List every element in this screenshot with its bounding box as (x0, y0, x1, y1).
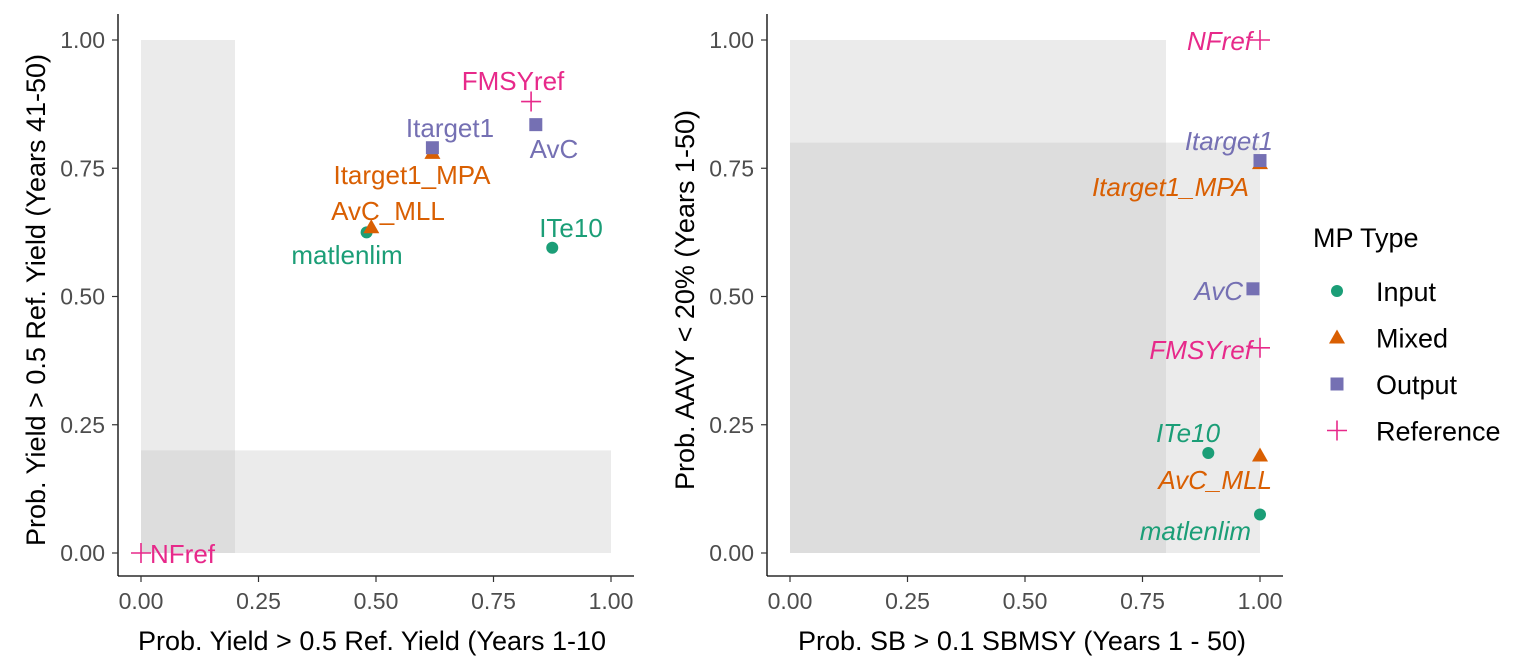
x-tick-label: 1.00 (1238, 588, 1283, 614)
point-itarget1 (425, 141, 439, 155)
legend-label-output: Output (1376, 370, 1458, 400)
label-itarget1-mpa: Itarget1_MPA (1092, 172, 1249, 202)
point-fmsyref (1250, 337, 1270, 358)
y-tick-label: 1.00 (709, 27, 754, 53)
point-nfref (1250, 30, 1270, 50)
x-axis-title: Prob. SB > 0.1 SBMSY (Years 1 - 50) (798, 626, 1246, 656)
shaded-region-1 (141, 450, 611, 553)
y-axis-title: Prob. Yield > 0.5 Ref. Yield (Years 41-5… (21, 54, 51, 546)
point-fmsyref (521, 91, 542, 112)
legend-key-output (1330, 377, 1344, 391)
y-tick-label: 1.00 (60, 27, 105, 53)
legend-label-input: Input (1376, 277, 1437, 307)
legend-title: MP Type (1313, 223, 1419, 253)
right-scatter-plot: 0.00 0.25 0.50 0.75 1.00 0.00 0.25 0.50 0.75 1.00… (670, 14, 1283, 656)
label-itarget1-mpa: Itarget1_MPA (333, 160, 491, 190)
label-nfref: NFref (150, 539, 216, 569)
shaded-region-1 (790, 142, 1260, 553)
x-tick-label: 0.50 (1003, 588, 1048, 614)
legend-key-reference (1327, 420, 1347, 441)
legend-label-mixed: Mixed (1376, 324, 1448, 354)
point-matlenlim (1254, 508, 1266, 521)
y-tick-label: 0.75 (60, 155, 105, 181)
label-fmsyref: FMSYref (1149, 335, 1254, 365)
label-avc: AvC (1192, 276, 1243, 306)
legend-key-mixed (1329, 329, 1345, 344)
label-avc-mll: AvC_MLL (331, 196, 445, 226)
y-tick-label: 0.75 (709, 155, 754, 181)
label-matlenlim: matlenlim (1140, 516, 1251, 546)
x-axis-title: Prob. Yield > 0.5 Ref. Yield (Years 1-10 (138, 626, 606, 656)
label-avc-mll: AvC_MLL (1156, 465, 1272, 495)
point-avc (1246, 282, 1260, 296)
legend: MP Type Input Mixed Output Reference (1313, 223, 1501, 447)
shaded-region-0 (790, 40, 1166, 553)
x-tick-label: 1.00 (589, 588, 634, 614)
point-ite10 (1202, 446, 1215, 459)
label-matlenlim: matlenlim (291, 240, 402, 270)
point-avc-mll (1252, 447, 1268, 462)
label-ite10: ITe10 (1156, 418, 1221, 448)
y-tick-label: 0.25 (709, 412, 754, 438)
label-ite10: ITe10 (539, 213, 603, 243)
y-axis-title: Prob. AAVY < 20% (Years 1-50) (670, 110, 700, 490)
point-ite10 (546, 241, 559, 254)
x-tick-label: 0.00 (768, 588, 813, 614)
x-tick-label: 0.75 (1120, 588, 1165, 614)
y-tick-label: 0.00 (60, 540, 105, 566)
label-itarget1: Itarget1 (406, 113, 494, 143)
x-tick-label: 0.75 (471, 588, 516, 614)
label-itarget1: Itarget1 (1185, 126, 1273, 156)
x-tick-label: 0.25 (885, 588, 930, 614)
label-nfref: NFref (1187, 26, 1255, 56)
point-nfref (131, 543, 151, 563)
label-avc: AvC (530, 134, 579, 164)
point-avc-mll (363, 219, 380, 234)
point-itarget1 (1253, 154, 1267, 168)
y-tick-label: 0.00 (709, 540, 754, 566)
y-tick-label: 0.25 (60, 412, 105, 438)
y-tick-label: 0.50 (60, 284, 105, 310)
legend-label-reference: Reference (1376, 417, 1501, 447)
point-avc (529, 118, 543, 132)
x-tick-label: 0.25 (236, 588, 281, 614)
label-fmsyref: FMSYref (462, 66, 565, 96)
x-tick-label: 0.00 (119, 588, 164, 614)
legend-key-input (1331, 285, 1343, 297)
y-tick-label: 0.50 (709, 284, 754, 310)
shaded-region-0 (141, 40, 235, 553)
x-tick-label: 0.50 (354, 588, 399, 614)
left-scatter-plot: 0.00 0.25 0.50 0.75 1.00 0.00 0.25 0.50 0.75 1.00… (21, 14, 634, 656)
